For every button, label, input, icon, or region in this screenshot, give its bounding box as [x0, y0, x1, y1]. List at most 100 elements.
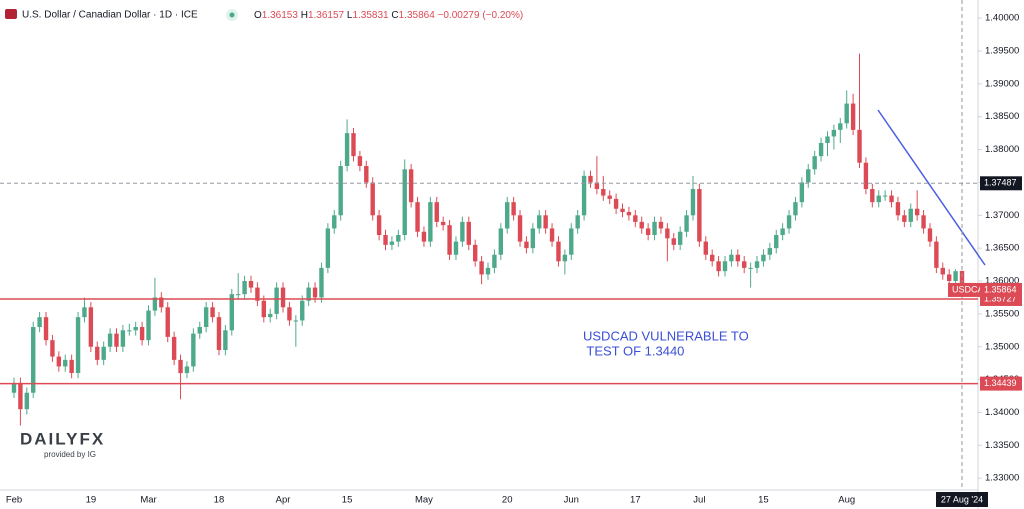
x-tick-label: 17: [630, 495, 641, 506]
x-tick-label: Aug: [838, 495, 855, 506]
candle-body: [357, 156, 363, 167]
candle-body: [184, 366, 190, 374]
candle-body: [88, 307, 94, 347]
candle-body: [229, 294, 234, 331]
candle-body: [652, 221, 657, 236]
candle-body: [665, 228, 670, 239]
candle-body: [831, 129, 837, 137]
candle-body: [850, 103, 856, 130]
symbol-label: USDCAD: [952, 284, 991, 294]
candle-body: [274, 287, 279, 314]
candle-body: [63, 359, 68, 367]
x-tick-label: 15: [758, 495, 769, 506]
last-price-box: [980, 282, 1022, 297]
candle-body: [453, 241, 459, 255]
candle-body: [716, 261, 721, 272]
candle-body: [882, 195, 888, 197]
candle-body: [120, 330, 126, 347]
candle-body: [940, 267, 945, 275]
candle-body: [152, 297, 158, 311]
chart-title: U.S. Dollar / Canadian Dollar · 1D · ICE: [22, 10, 198, 21]
legend-value: 1.35864: [399, 10, 436, 21]
candle-body: [293, 320, 299, 322]
candle-body: [581, 175, 587, 216]
candle-body: [268, 313, 273, 318]
candle-body: [466, 221, 471, 245]
status-dot: [229, 12, 235, 18]
legend-value: 1.36157: [308, 10, 345, 21]
candle-body: [626, 212, 632, 216]
candle-body: [56, 356, 62, 367]
candle-body: [927, 228, 933, 242]
candle-body: [774, 235, 779, 249]
candle-body: [472, 244, 478, 262]
candle-body: [857, 129, 862, 163]
candle-body: [658, 221, 664, 229]
candle-body: [242, 281, 247, 295]
candle-body: [332, 215, 337, 229]
candle-body: [447, 225, 452, 255]
candle-body: [517, 215, 523, 242]
symbol-box: [948, 282, 986, 297]
candle-body: [325, 228, 331, 268]
candle-body: [107, 333, 113, 347]
candle-body: [709, 254, 715, 262]
candle-body: [127, 330, 132, 332]
candle-body: [633, 215, 638, 222]
candle-body: [511, 202, 516, 216]
candle-body: [191, 333, 196, 367]
x-tick-label: 18: [214, 495, 225, 506]
candle-body: [735, 254, 741, 262]
candle-body: [223, 330, 228, 351]
candle-body: [607, 195, 612, 199]
candle-body: [767, 248, 773, 255]
candle-body: [844, 103, 849, 124]
candle-body: [50, 340, 55, 357]
candle-body: [31, 327, 36, 393]
candle-body: [75, 317, 81, 374]
candle-body: [11, 382, 17, 393]
candle-body: [645, 228, 651, 236]
legend-value: 1.35831: [352, 10, 389, 21]
candle-body: [684, 215, 689, 232]
candle-body: [255, 287, 260, 301]
candle-body: [139, 327, 145, 341]
candle-body: [934, 241, 939, 268]
candle-body: [505, 202, 510, 229]
candle-body: [383, 235, 388, 245]
x-tick-label: Mar: [140, 495, 156, 506]
candle-body: [235, 294, 241, 296]
candle-body: [722, 261, 728, 272]
candle-body: [159, 297, 164, 308]
y-tick-label: 1.40000: [985, 13, 1019, 24]
candle-body: [889, 195, 894, 203]
ohlc-legend: O1.36153 H1.36157 L1.35831 C1.35864 −0.0…: [254, 10, 523, 21]
candle-body: [870, 189, 875, 203]
annotation: TEST OF 1.3440: [583, 343, 684, 358]
candle-body: [210, 307, 215, 318]
candle-body: [402, 169, 407, 236]
y-tick-label: 1.38500: [985, 111, 1019, 122]
candle-body: [146, 310, 151, 341]
candle-body: [306, 287, 311, 301]
candle-body: [415, 202, 420, 232]
x-tick-label: 15: [342, 495, 353, 506]
x-tick-label: 27 Aug '24: [941, 494, 983, 504]
candle-body: [863, 162, 869, 190]
candle-body: [389, 241, 395, 245]
trend-line: [877, 109, 986, 266]
y-tick-label: 1.36500: [985, 243, 1019, 254]
candle-body: [780, 228, 785, 236]
candle-body: [895, 202, 901, 216]
candle-body: [171, 336, 177, 360]
candle-body: [825, 136, 830, 144]
last-price: 1.35864: [984, 284, 1017, 294]
candle-body: [761, 254, 766, 262]
annotation: USDCAD VULNERABLE TO: [583, 328, 749, 343]
candle-body: [537, 215, 542, 229]
x-tick-label: 19: [86, 495, 97, 506]
x-tick-label: 20: [502, 495, 513, 506]
candle-body: [729, 254, 734, 262]
candle-body: [690, 189, 696, 216]
